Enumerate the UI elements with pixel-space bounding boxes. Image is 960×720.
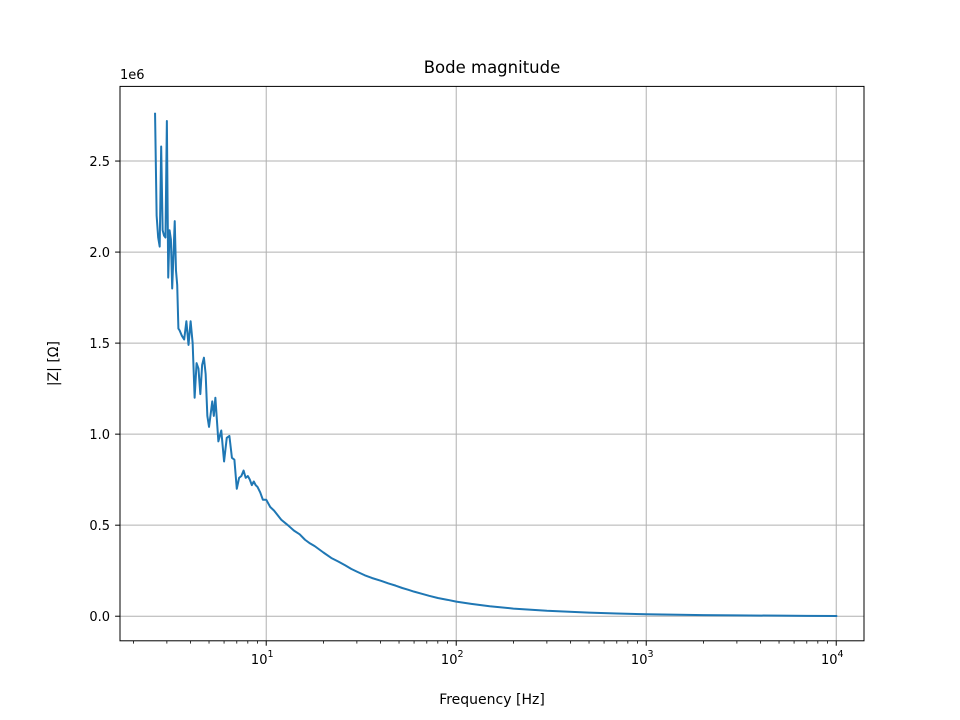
y-axis-title: |Z| [Ω] [46,341,62,386]
x-tick-label-exponent: 4 [837,649,843,660]
y-axis-offset-text: 1e6 [120,68,145,83]
x-tick-label-base: 10 [631,653,648,668]
impedance-magnitude-line [154,112,838,617]
plot-area-frame [119,85,865,642]
x-tick-label-base: 10 [821,653,838,668]
grid-lines [120,86,864,641]
y-tick-label: 1.0 [89,428,110,443]
x-axis-ticks: 101 102 103 104 [133,640,844,668]
y-tick-label: 0.0 [89,610,110,625]
x-tick-label: 102 [441,649,464,668]
y-tick-label: 1.5 [89,337,110,352]
x-tick-label: 101 [251,649,274,668]
x-tick-label-base: 10 [251,653,268,668]
y-tick-label: 2.0 [89,246,110,261]
x-tick-label-exponent: 3 [647,649,653,660]
y-tick-label: 2.5 [89,155,110,170]
x-tick-label: 103 [631,649,654,668]
data-series [154,112,838,617]
x-tick-label: 104 [821,649,844,668]
x-tick-label-exponent: 2 [457,649,463,660]
y-axis-ticks: 0.0 0.5 1.0 1.5 2.0 2.5 [89,155,120,625]
x-tick-label-base: 10 [441,653,458,668]
x-tick-label-exponent: 1 [267,649,273,660]
y-tick-label: 0.5 [89,519,110,534]
x-axis-title: Frequency [Hz] [439,692,545,708]
chart-title: Bode magnitude [424,58,561,77]
